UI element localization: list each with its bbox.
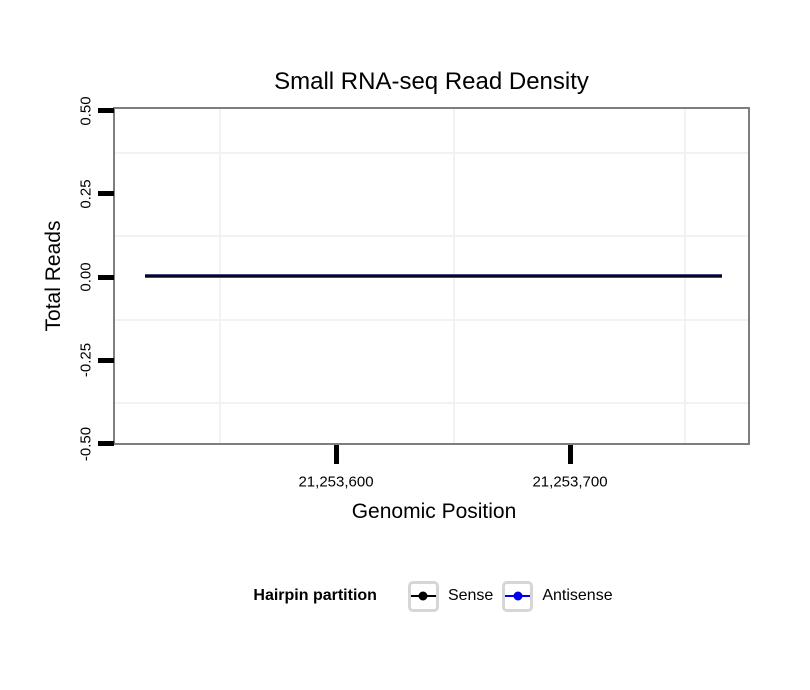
gridline-minor-horizontal — [115, 319, 748, 321]
legend: Hairpin partition Sense Antisense — [56, 578, 810, 614]
y-axis-tick — [98, 274, 114, 280]
gridline-minor-horizontal — [115, 235, 748, 237]
legend-label-sense: Sense — [447, 587, 494, 604]
y-axis-tick-label: -0.25 — [77, 343, 95, 378]
gridline-minor-horizontal — [115, 152, 748, 154]
x-axis-title: Genomic Position — [351, 500, 517, 523]
legend-key-antisense — [502, 580, 534, 612]
plot-title: Small RNA-seq Read Density — [274, 68, 589, 95]
y-axis-tick-label: -0.50 — [77, 426, 95, 461]
x-axis-tick-label: 21,253,600 — [298, 473, 374, 491]
y-axis-tick — [98, 441, 114, 446]
legend-key-sense — [407, 580, 439, 612]
y-axis-title: Total Reads — [42, 220, 65, 332]
gridline-minor-horizontal — [115, 402, 748, 404]
y-axis-tick — [98, 357, 114, 363]
y-axis-tick — [98, 108, 114, 113]
y-axis-tick-label: 0.25 — [77, 179, 95, 209]
legend-label-antisense: Antisense — [542, 587, 613, 604]
read-density-line-sense-antisense — [145, 273, 722, 278]
antisense-point-icon — [513, 591, 523, 601]
y-axis-tick-label: 0.00 — [77, 262, 95, 292]
x-axis-tick-label: 21,253,700 — [532, 473, 608, 491]
y-axis-tick — [98, 191, 114, 197]
x-axis-tick — [567, 445, 573, 464]
x-axis-tick — [333, 445, 339, 464]
sense-point-icon — [418, 591, 428, 601]
y-axis-tick-label: 0.50 — [77, 95, 95, 126]
plot-panel — [113, 107, 750, 445]
legend-title: Hairpin partition — [253, 587, 377, 604]
